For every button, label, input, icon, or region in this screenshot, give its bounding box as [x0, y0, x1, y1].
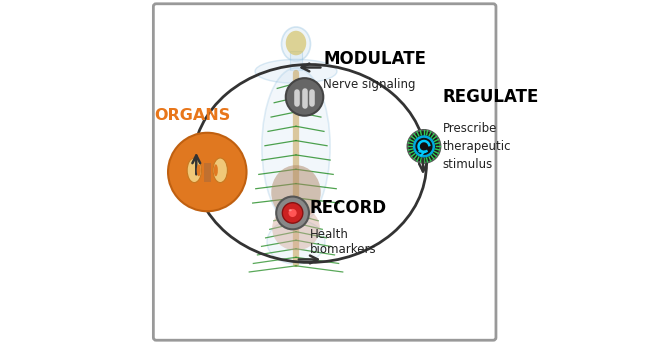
Ellipse shape [262, 68, 330, 225]
Ellipse shape [271, 165, 320, 220]
Ellipse shape [213, 158, 228, 183]
Ellipse shape [187, 158, 202, 183]
Ellipse shape [272, 206, 320, 250]
Text: RECORD: RECORD [309, 199, 387, 217]
Ellipse shape [255, 60, 337, 83]
Text: Prescribe
therapeutic
stimulus: Prescribe therapeutic stimulus [443, 122, 511, 171]
Text: Health
biomarkers: Health biomarkers [309, 228, 376, 256]
Circle shape [289, 209, 296, 217]
Text: Nerve signaling: Nerve signaling [323, 78, 416, 92]
Ellipse shape [197, 164, 201, 176]
Circle shape [276, 196, 309, 229]
Circle shape [168, 133, 246, 211]
Ellipse shape [286, 31, 306, 55]
Text: REGULATE: REGULATE [443, 88, 539, 106]
Circle shape [282, 203, 303, 223]
Circle shape [408, 130, 440, 163]
Circle shape [414, 137, 434, 156]
Ellipse shape [289, 209, 292, 211]
Bar [290, 51, 302, 69]
Text: MODULATE: MODULATE [323, 51, 426, 68]
Bar [204, 163, 211, 182]
Text: ORGANS: ORGANS [154, 108, 230, 123]
Ellipse shape [281, 27, 311, 61]
Ellipse shape [214, 164, 218, 176]
Circle shape [286, 78, 323, 116]
Ellipse shape [267, 220, 325, 264]
